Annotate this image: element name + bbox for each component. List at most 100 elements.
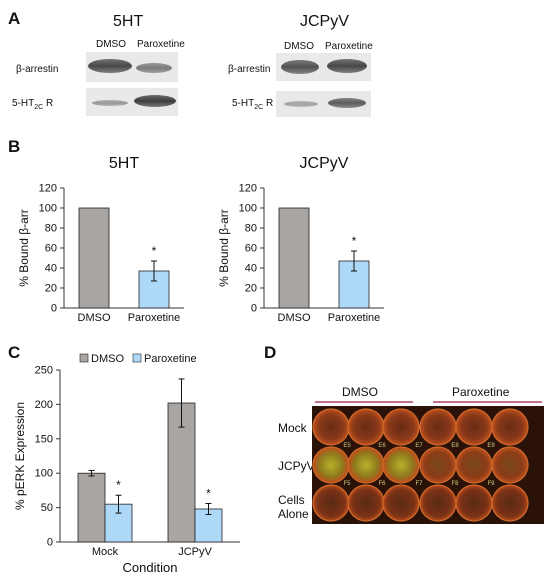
panel-label-b: B	[8, 137, 20, 156]
bar	[278, 207, 310, 309]
x-tick-label: Paroxetine	[328, 312, 381, 324]
y-tick-label: 100	[239, 203, 257, 215]
y-tick-label: 100	[35, 468, 53, 480]
blot-jcpyv-row-arrestin: β-arrestin	[228, 64, 270, 75]
band	[136, 63, 172, 73]
blot-jcpyv-title: JCPyV	[300, 13, 349, 30]
chart-b-jcpyv: JCPyV 0 20 40 60 80 100 120 % Bound β-arr DMSO Par…	[217, 155, 384, 324]
plate-well	[491, 484, 529, 522]
plate-well	[419, 484, 457, 522]
panel-a: A 5HT DMSO Paroxetine β-arrestin 5-HT2C …	[8, 9, 373, 117]
legend-swatch	[132, 353, 142, 363]
bar	[78, 207, 110, 309]
chart-title: 5HT	[109, 155, 139, 172]
band	[134, 95, 176, 107]
panel-label-a: A	[8, 9, 20, 28]
band	[327, 59, 367, 73]
blot-5ht-title: 5HT	[113, 13, 143, 30]
plate-well	[382, 408, 420, 446]
y-tick-label: 80	[245, 223, 257, 235]
plate-well-label: F7	[415, 481, 423, 487]
blot-5ht-row-receptor: 5-HT2C R	[12, 98, 53, 111]
panel-d: D DMSO Paroxetine Mock JCPyV Cells Alone…	[264, 343, 544, 524]
plate-row-jcpyv: JCPyV	[278, 459, 315, 473]
plate-well	[419, 446, 457, 484]
plate-well	[491, 446, 529, 484]
y-axis-label: % pERK Expression	[13, 402, 27, 510]
y-tick-label: 0	[51, 303, 57, 315]
blot-jcpyv-lane-dmso: DMSO	[284, 41, 314, 52]
plate-group-dmso: DMSO	[342, 385, 378, 399]
x-tick-label: JCPyV	[178, 546, 212, 558]
y-axis-label: % Bound β-arr	[17, 209, 31, 287]
plate-well	[491, 408, 529, 446]
plate-well	[455, 484, 493, 522]
significance-marker: *	[116, 478, 121, 492]
significance-marker: *	[152, 244, 157, 258]
plate-group-paroxetine: Paroxetine	[452, 385, 510, 399]
plate-well-label: E7	[415, 443, 423, 449]
plate-row-cells: Cells	[278, 493, 305, 507]
panel-b: B 5HT 0 20 40 60 80 100 120 % Bound β-arr DMSO Par…	[8, 137, 384, 324]
significance-marker: *	[206, 486, 211, 500]
y-tick-label: 20	[245, 283, 257, 295]
significance-marker: *	[352, 234, 357, 248]
y-tick-label: 60	[245, 243, 257, 255]
y-tick-label: 0	[251, 303, 257, 315]
chart-b-5ht: 5HT 0 20 40 60 80 100 120 % Bound β-arr DMSO Parox…	[17, 155, 184, 324]
x-tick-label: Paroxetine	[128, 312, 181, 324]
plate-well	[347, 484, 385, 522]
blot-jcpyv-row-receptor: 5-HT2C R	[232, 98, 273, 111]
y-tick-label: 60	[45, 243, 57, 255]
chart-title: JCPyV	[300, 155, 349, 172]
band	[284, 101, 318, 107]
plate-well	[419, 408, 457, 446]
plate-well-label: E8	[451, 443, 459, 449]
legend-label: DMSO	[91, 353, 124, 365]
plate-well	[382, 484, 420, 522]
panel-label-d: D	[264, 343, 276, 362]
chart-c-perk: 0 50 100 150 200 250 % pERK Expression Conditio…	[13, 353, 240, 575]
plate-well-label: E6	[378, 443, 386, 449]
plate-well	[347, 446, 385, 484]
x-tick-label: Mock	[92, 546, 119, 558]
plate-well	[382, 446, 420, 484]
blot-jcpyv-lane-paroxetine: Paroxetine	[325, 41, 373, 52]
band	[92, 100, 128, 106]
y-tick-label: 120	[39, 183, 57, 195]
x-tick-label: DMSO	[278, 312, 311, 324]
blot-5ht-row-arrestin: β-arrestin	[16, 64, 58, 75]
plate-well	[312, 446, 350, 484]
plate-row-alone: Alone	[278, 507, 309, 521]
plate-row-mock: Mock	[278, 421, 308, 435]
panel-c: C 0 50 100 150 200 250 % pERK Expression Condit…	[8, 343, 240, 575]
plate-well-label: F6	[378, 481, 386, 487]
bar	[338, 260, 370, 309]
plate-well	[312, 408, 350, 446]
band	[88, 59, 132, 73]
y-tick-label: 40	[45, 263, 57, 275]
plate-well-label: F8	[451, 481, 459, 487]
plate-well	[455, 408, 493, 446]
y-tick-label: 50	[41, 502, 53, 514]
plate-well	[312, 484, 350, 522]
y-tick-label: 0	[47, 537, 53, 549]
band	[328, 98, 366, 108]
bar	[77, 472, 106, 543]
y-tick-label: 150	[35, 433, 53, 445]
plate-well	[347, 408, 385, 446]
legend-label: Paroxetine	[144, 353, 197, 365]
y-tick-label: 200	[35, 399, 53, 411]
y-tick-label: 20	[45, 283, 57, 295]
legend-swatch	[79, 353, 89, 363]
blot-5ht-lane-dmso: DMSO	[96, 39, 126, 50]
plate-well-label: E5	[343, 443, 351, 449]
y-tick-label: 80	[45, 223, 57, 235]
plate-well-label: F9	[487, 481, 495, 487]
x-axis-label: Condition	[123, 560, 178, 575]
plate-well-label: F5	[343, 481, 351, 487]
y-tick-label: 250	[35, 365, 53, 377]
panel-label-c: C	[8, 343, 20, 362]
y-tick-label: 120	[239, 183, 257, 195]
